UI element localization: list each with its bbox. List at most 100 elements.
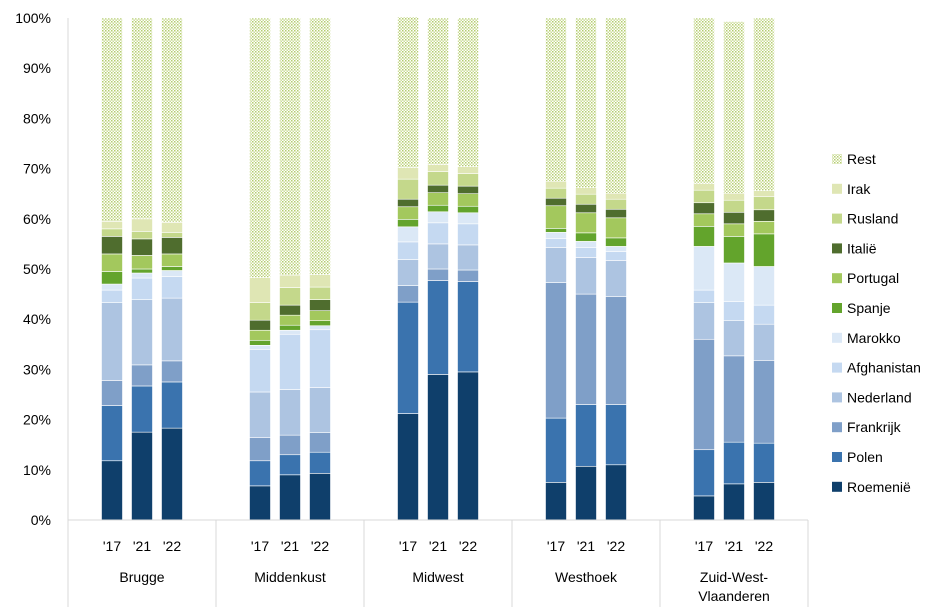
bar-segment	[575, 404, 597, 467]
bar-segment	[309, 451, 331, 474]
bar-segment	[279, 474, 301, 521]
bar-segment	[309, 329, 331, 388]
bar-segment	[693, 226, 715, 247]
bar-segment	[131, 238, 153, 256]
legend-swatch	[832, 213, 842, 224]
bar-segment	[131, 268, 153, 274]
bar-segment	[131, 218, 153, 232]
bar-segment	[605, 296, 627, 405]
x-tick-label: '22	[163, 538, 181, 554]
bar-segment	[723, 223, 745, 237]
bar-segment	[279, 274, 301, 288]
y-tick-label: 100%	[15, 10, 51, 26]
bar-segment	[249, 345, 271, 350]
bar-segment	[427, 171, 449, 186]
bar-segment	[161, 266, 183, 271]
bar-segment	[161, 381, 183, 429]
bar-segment	[753, 209, 775, 222]
bar-segment	[545, 205, 567, 229]
bar-segment	[427, 222, 449, 245]
bar-segment	[723, 355, 745, 443]
bar-segment	[545, 417, 567, 483]
bar-segment	[753, 221, 775, 235]
bar-segment	[161, 276, 183, 299]
legend-swatch	[832, 332, 842, 343]
bar-segment	[693, 213, 715, 227]
bar-segment	[397, 259, 419, 286]
bar-segment	[279, 454, 301, 476]
bar-segment	[309, 299, 331, 311]
bar-segment	[457, 166, 479, 174]
legend-label: Nederland	[847, 389, 912, 405]
bar-segment	[279, 329, 301, 335]
bar-segment	[161, 270, 183, 277]
bar-segment	[575, 257, 597, 295]
legend-swatch	[832, 392, 842, 403]
bar-segment	[723, 199, 745, 213]
bar-segment	[249, 460, 271, 487]
bar-segment	[457, 212, 479, 225]
y-tick-label: 10%	[23, 462, 51, 478]
bar-segment	[605, 464, 627, 521]
bar-segment	[693, 302, 715, 340]
bar-segment	[249, 485, 271, 521]
bar-segment	[723, 211, 745, 225]
legend-label: Irak	[847, 181, 871, 197]
bar-segment	[457, 281, 479, 373]
bar-segment	[101, 253, 123, 272]
bar-segment	[161, 297, 183, 362]
bar-segment	[545, 232, 567, 239]
bar-segment	[161, 232, 183, 238]
legend-swatch	[832, 452, 842, 462]
bar-segment	[309, 286, 331, 300]
legend: Rest Irak Rusland Italië Portugal Spanje Marok…	[832, 151, 921, 495]
bar-segment	[693, 495, 715, 521]
legend-swatch	[832, 273, 842, 284]
bar-segment	[101, 460, 123, 521]
bar-segment	[753, 196, 775, 211]
bar-segment	[397, 413, 419, 521]
category-label: Brugge	[119, 569, 164, 585]
bar-segment	[545, 228, 567, 233]
bar-segment	[249, 302, 271, 321]
bar-segment	[309, 325, 331, 331]
category-label: Middenkust	[254, 569, 326, 585]
legend-label: Portugal	[847, 270, 899, 286]
bar-segment	[249, 339, 271, 346]
bar-segment	[101, 289, 123, 303]
x-tick-label: '21	[133, 538, 151, 554]
bar-segment	[723, 301, 745, 322]
y-tick-label: 70%	[23, 161, 51, 177]
bar-segment	[605, 208, 627, 219]
x-tick-label: '17	[547, 538, 565, 554]
bar-segment	[131, 299, 153, 366]
bar-segment	[279, 333, 301, 390]
bar-segment	[575, 241, 597, 248]
legend-swatch	[832, 303, 842, 313]
bar-segment	[457, 173, 479, 187]
bar-segment	[279, 434, 301, 456]
bar-segment	[723, 192, 745, 201]
bar-segment	[575, 17, 597, 188]
bar-segment	[605, 260, 627, 297]
bar-segment	[693, 202, 715, 215]
bar-segment	[753, 233, 775, 267]
bar-segment	[575, 193, 597, 205]
category-label: Westhoek	[555, 569, 618, 585]
y-tick-label: 50%	[23, 261, 51, 277]
bar-segment	[161, 360, 183, 383]
bar-segment	[427, 192, 449, 206]
bar-segment	[575, 212, 597, 234]
bar-segment	[279, 17, 301, 276]
bar-segment	[397, 219, 419, 228]
x-tick-label: '21	[281, 538, 299, 554]
bar-segment	[427, 243, 449, 270]
bar-segment	[397, 301, 419, 414]
bar-segment	[575, 203, 597, 214]
bar-segment	[753, 190, 775, 198]
bar-segment	[575, 232, 597, 242]
bar-segment	[309, 387, 331, 433]
legend-label: Polen	[847, 449, 883, 465]
bar-segment	[397, 226, 419, 243]
bar-segment	[723, 21, 745, 194]
